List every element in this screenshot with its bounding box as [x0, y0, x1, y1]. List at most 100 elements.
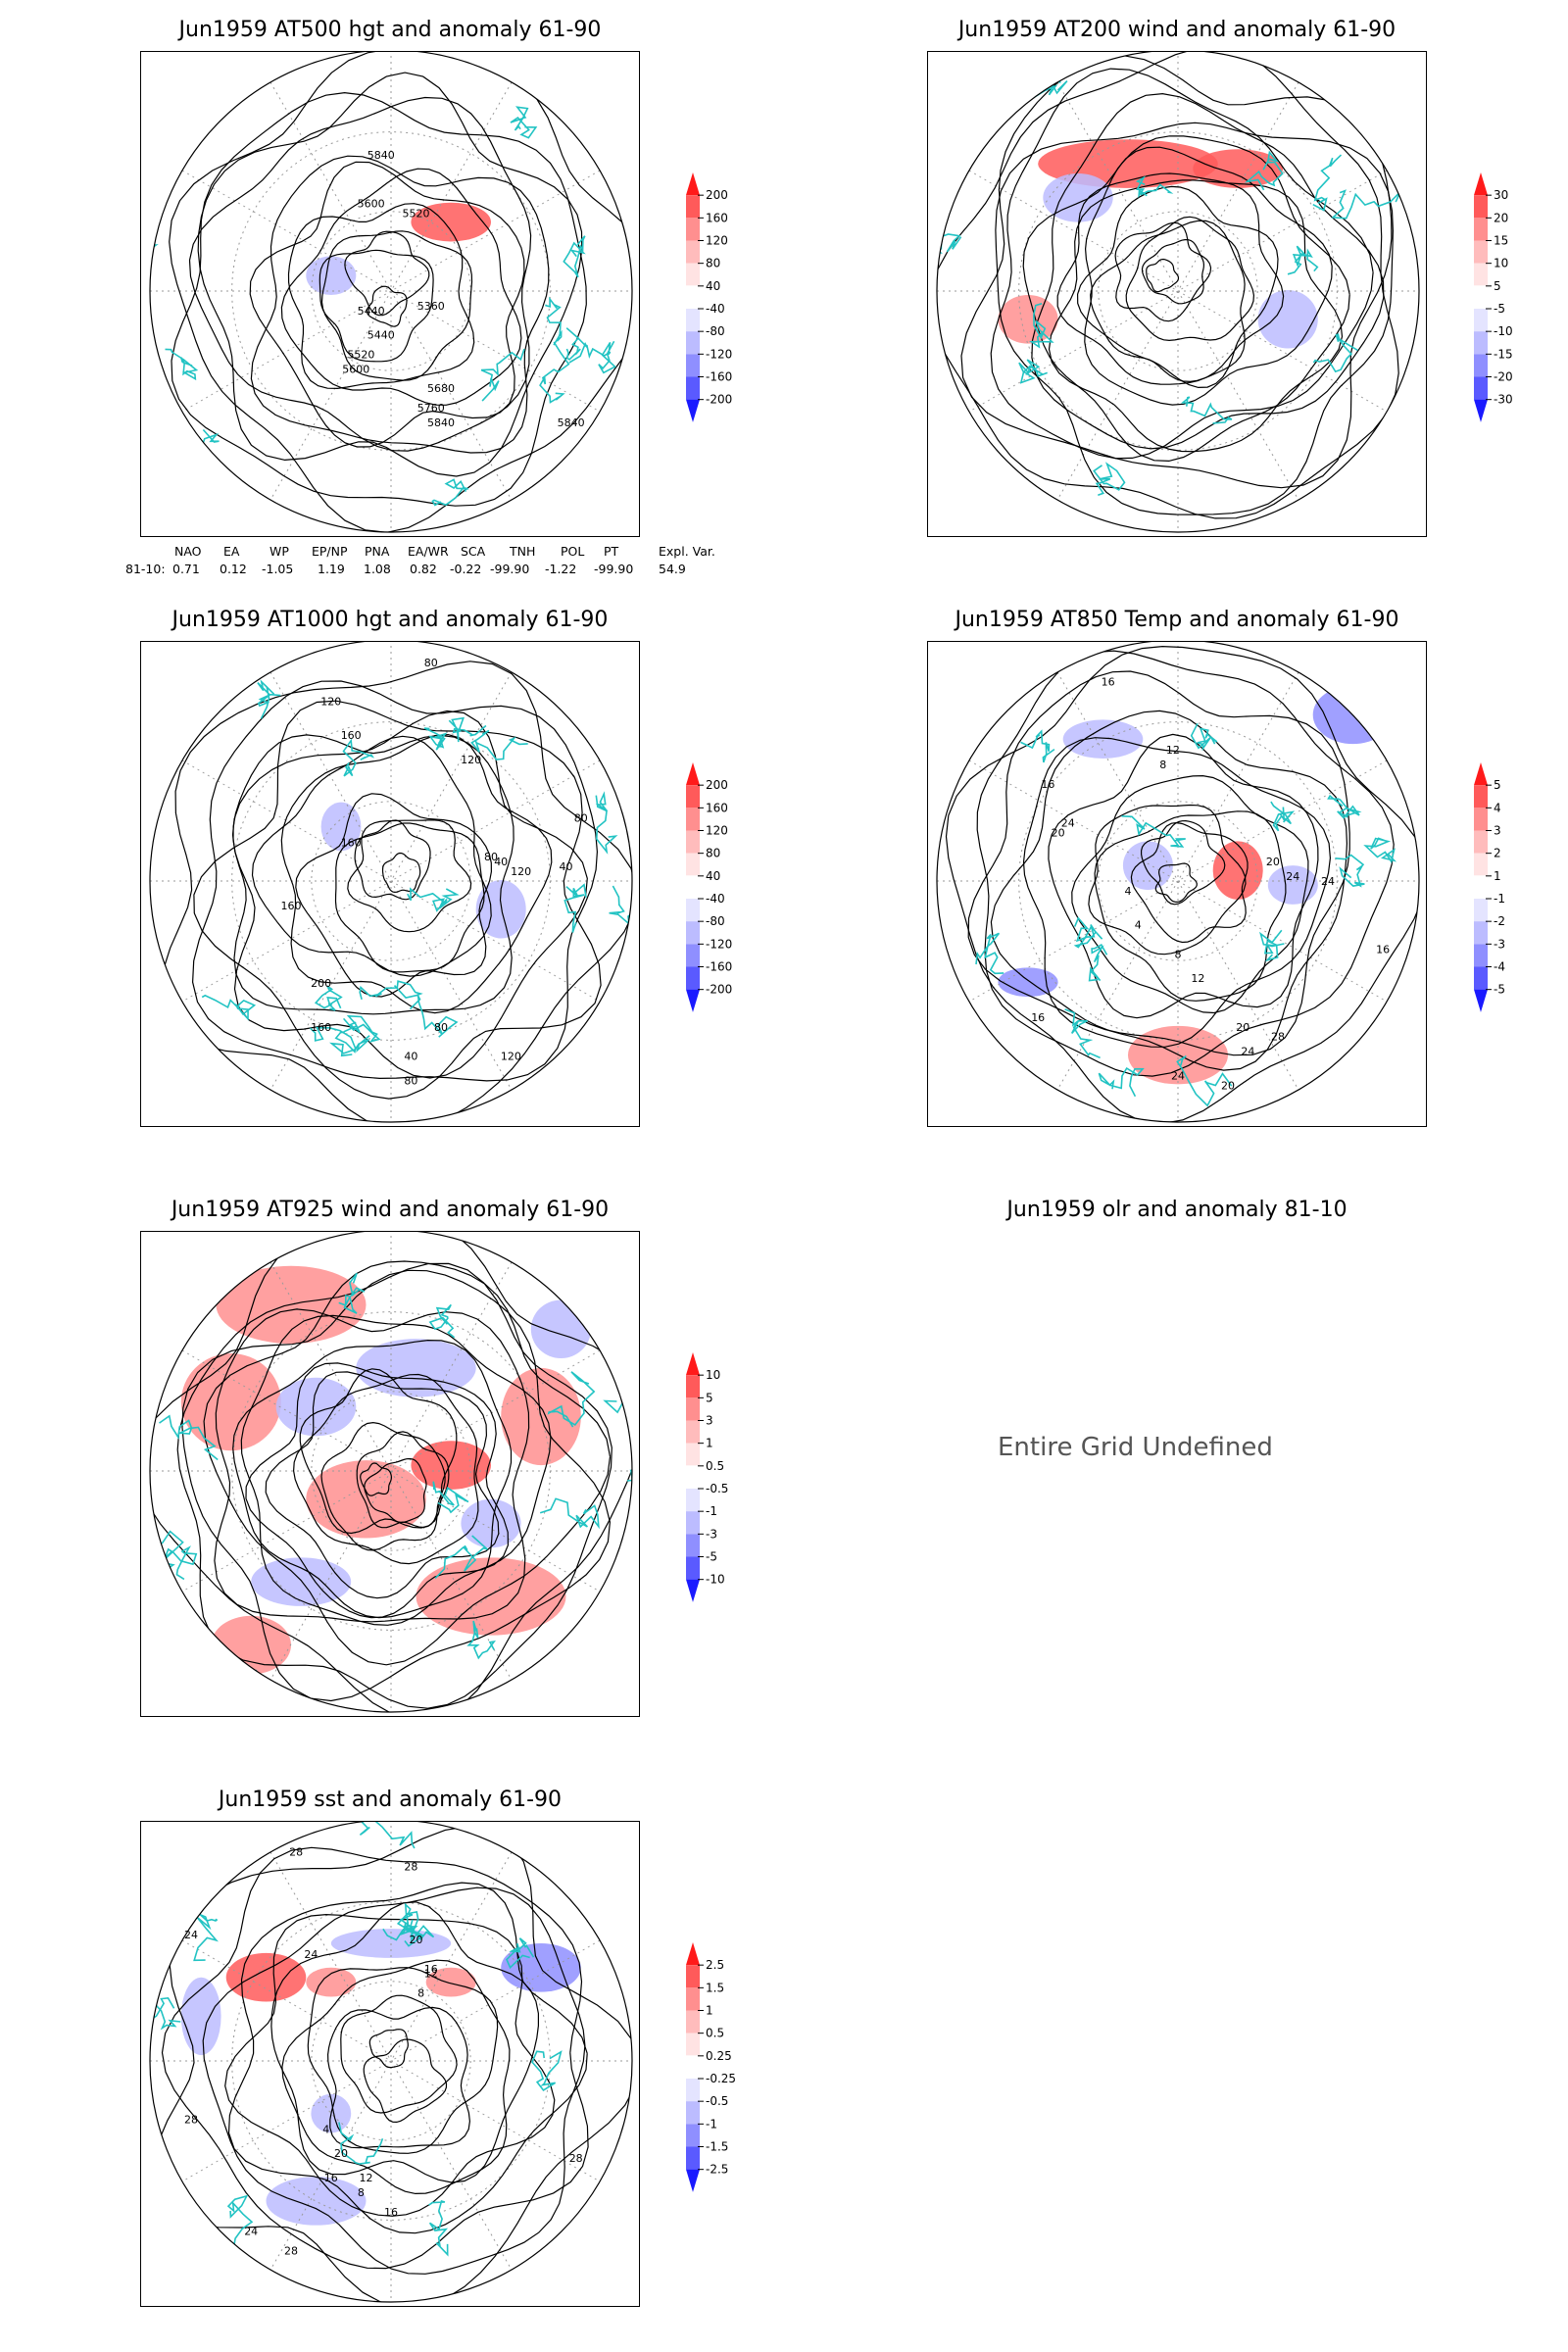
panel-title-at1000: Jun1959 AT1000 hgt and anomaly 61-90: [172, 608, 609, 632]
latitude-circle: [311, 1391, 471, 1551]
contour-line: [299, 1368, 458, 1535]
coastline: [1176, 1054, 1233, 1107]
colorbar-swatch: [686, 1489, 700, 1512]
contour-label: 5600: [358, 198, 385, 211]
colorbar-swatch: [686, 1397, 700, 1421]
coastline: [194, 1860, 230, 1882]
idx-value-epnp: 1.19: [318, 562, 345, 576]
colorbar-swatch: [686, 944, 700, 967]
colorbar-label: 1: [706, 2004, 713, 2018]
coastline: [403, 1919, 435, 1947]
anomaly-patch: [225, 1952, 307, 2002]
meridian-line: [270, 81, 513, 501]
coastline: [623, 1635, 632, 1673]
colorbar-label: 1.5: [706, 1981, 724, 1994]
colorbar-label: -30: [1494, 393, 1513, 407]
colorbar-label: -40: [706, 892, 725, 906]
teleconnection-indices: NAO EA WP EP/NP PNA EA/WR SCA TNH POL PT…: [118, 544, 725, 583]
coastline: [937, 762, 949, 791]
colorbar-swatch: [686, 2101, 700, 2125]
contour-line: [265, 1371, 500, 1599]
contour-line: [990, 68, 1374, 460]
coastline: [1093, 462, 1126, 497]
colorbar-label: -200: [706, 393, 732, 407]
contour-line: [232, 734, 514, 1015]
coastline: [564, 883, 587, 933]
colorbar-arrow-bottom: [686, 1579, 700, 1602]
colorbar-swatch: [686, 1420, 700, 1444]
anomaly-patch: [1043, 173, 1113, 222]
coastline: [314, 985, 343, 1011]
contour-line: [344, 230, 430, 317]
contour-line: [320, 1421, 446, 1551]
contour-label: 80: [484, 851, 498, 863]
contour-label: 24: [1241, 1046, 1254, 1058]
contour-line: [251, 735, 492, 977]
contour-label: 5600: [342, 363, 369, 375]
contour-line: [1130, 821, 1249, 944]
coastline: [164, 1545, 198, 1581]
colorbar-swatch: [1474, 830, 1488, 854]
colorbar-swatch: [1474, 354, 1488, 377]
contour-label: 5520: [347, 348, 374, 361]
map-panel-at1000: 80 120 160 120 80 160 80 40 40 120 160 200 160 80 40 12…: [140, 641, 640, 1127]
contour-label: 24: [1061, 816, 1075, 829]
coastline: [539, 1497, 600, 1530]
colorbar-arrow-top: [686, 762, 700, 786]
colorbar-at200: 30 20 15 10 5 -5 -10 -15 -20 -30: [1473, 172, 1552, 449]
coastline: [480, 348, 525, 402]
idx-value-pol: -1.22: [545, 562, 577, 576]
anomaly-patch: [1267, 865, 1318, 905]
anomaly-patch: [306, 1460, 426, 1539]
colorbar-arrow-top: [1474, 172, 1488, 196]
contour-label: 12: [424, 1968, 438, 1981]
contour-label: 5360: [417, 300, 445, 313]
colorbar-label: -160: [706, 370, 732, 384]
colorbar-label: -0.25: [706, 2072, 736, 2085]
contour-line: [249, 161, 525, 448]
contour-line: [967, 670, 1350, 1056]
coastline: [150, 1530, 184, 1594]
contour-line: [287, 203, 475, 390]
colorbar-swatch: [686, 2033, 700, 2056]
contour-line: [1022, 737, 1332, 1048]
contour-label: 12: [360, 2172, 373, 2184]
contour-line: [1088, 804, 1247, 956]
map-content: [937, 642, 1419, 1122]
coastline: [382, 1912, 418, 1941]
coastline: [193, 1913, 219, 1962]
colorbar-label: 2: [1494, 847, 1501, 860]
coastline: [1073, 916, 1103, 949]
colorbar-label: -200: [706, 983, 732, 997]
colorbar-swatch: [686, 1443, 700, 1466]
coastline: [624, 153, 632, 189]
coastline: [1312, 154, 1343, 212]
colorbar-label: -5: [1494, 983, 1505, 997]
contour-label: 80: [404, 1074, 417, 1087]
anomaly-patch: [425, 1967, 476, 1997]
map-panel-at500: 5840 5600 5520 5360 5440 5440 5520 5600 5680 5760…: [140, 51, 640, 537]
idx-value-tnh: -99.90: [490, 562, 530, 576]
contour-label: 160: [341, 836, 362, 849]
contour-line: [1084, 146, 1333, 406]
coastline: [431, 478, 469, 507]
colorbar-label: -120: [706, 937, 732, 951]
colorbar-swatch: [686, 240, 700, 264]
colorbar-label: -3: [1494, 937, 1505, 951]
colorbar-label: 2.5: [706, 1958, 724, 1972]
contour-label: 4: [1135, 919, 1142, 932]
contour-label: 5840: [558, 416, 585, 429]
latitude-circle: [1098, 801, 1258, 961]
contour-line: [976, 650, 1395, 1077]
colorbar-label: 5: [706, 1391, 713, 1404]
coastline: [157, 498, 200, 532]
colorbar-swatch: [686, 966, 700, 990]
coastline: [545, 296, 563, 346]
anomaly-patch: [1257, 290, 1318, 349]
colorbar-swatch: [1474, 309, 1488, 332]
colorbar-swatch: [686, 354, 700, 377]
contour-line: [340, 1994, 458, 2114]
contour-line: [960, 55, 1393, 489]
contour-label: 16: [1376, 943, 1390, 956]
contour-label: 40: [494, 856, 508, 868]
